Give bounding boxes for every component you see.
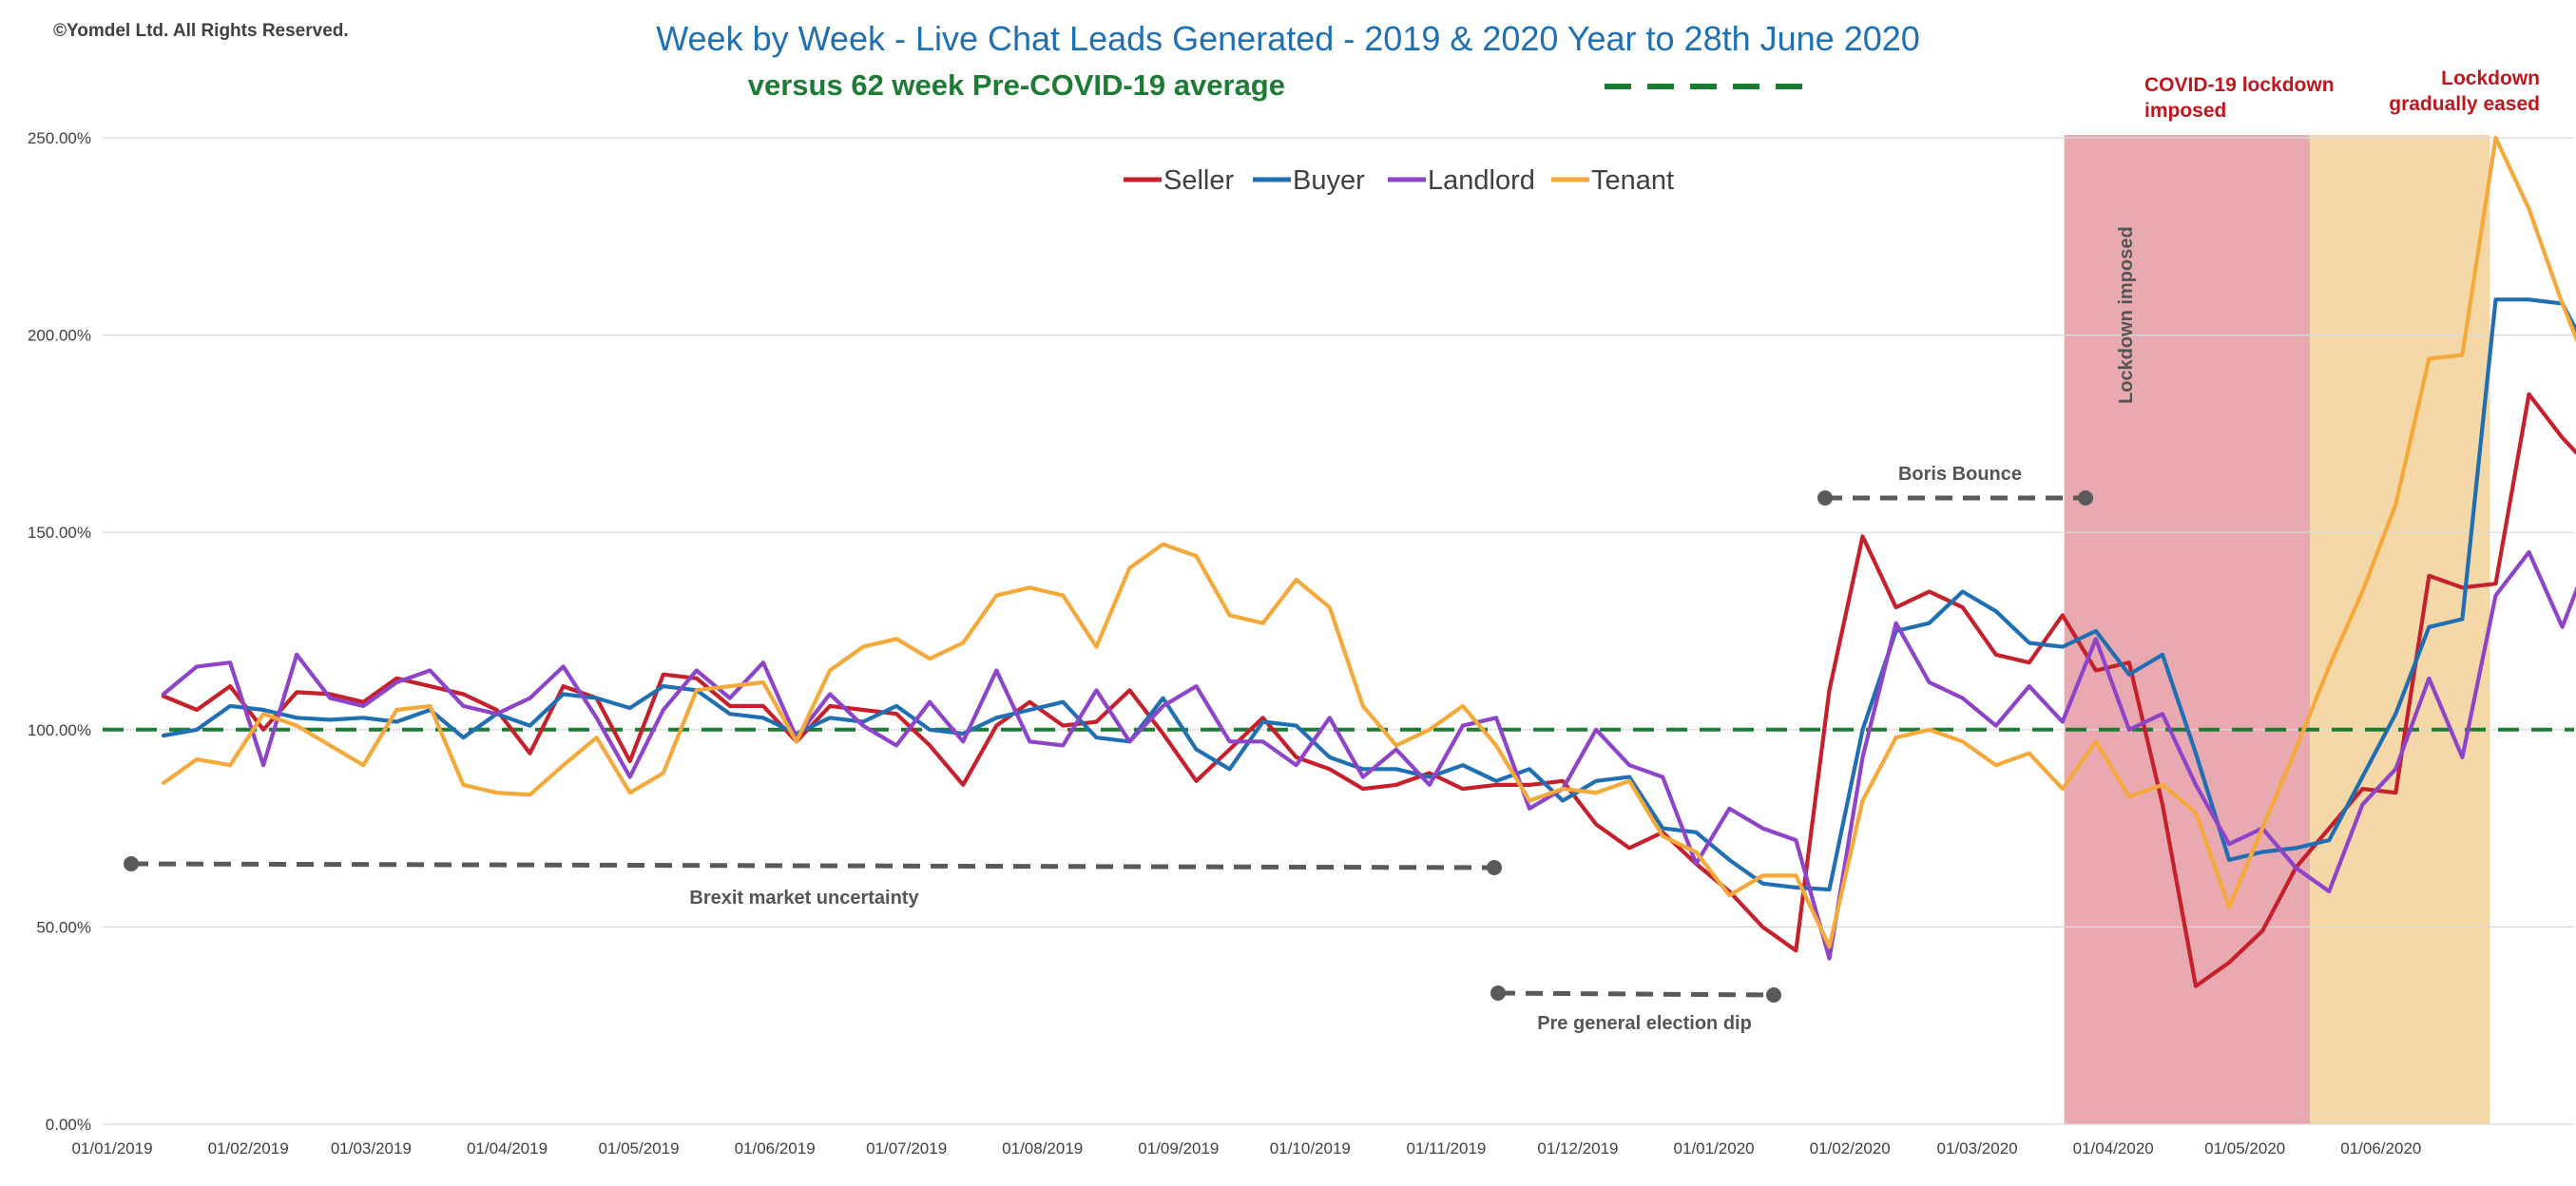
series-line-landlord — [161, 549, 2576, 961]
annotation-line-0 — [130, 861, 1495, 870]
annotation-line-1 — [1497, 990, 1775, 998]
x-tick-label: 01/12/2019 — [1537, 1139, 1618, 1157]
annotation-label: Pre general election dip — [1537, 1013, 1752, 1034]
x-tick-label: 01/03/2020 — [1937, 1139, 2018, 1157]
region-label-lockdown: COVID-19 lockdown — [2144, 74, 2335, 96]
series-line-buyer — [161, 297, 2576, 892]
region-label-eased-2: gradually eased — [2389, 93, 2540, 115]
series-line-seller — [161, 392, 2576, 988]
annotation-label: Brexit market uncertainty — [689, 888, 919, 909]
x-tick-label: 01/04/2019 — [467, 1139, 548, 1157]
annotation-lockdown-vertical: Lockdown imposed — [2116, 226, 2137, 404]
y-axis-ticks: 0.00% 50.00% 100.00% 150.00% 200.00% 250.00% — [28, 129, 91, 1134]
y-tick-label: 150.00% — [28, 524, 91, 542]
x-tick-label: 01/01/2020 — [1674, 1139, 1755, 1157]
x-tick-label: 01/06/2020 — [2340, 1139, 2421, 1157]
x-tick-label: 01/01/2019 — [71, 1139, 152, 1157]
y-tick-label: 200.00% — [28, 327, 91, 345]
legend-label-tenant: Tenant — [1591, 165, 1674, 196]
legend-label-buyer: Buyer — [1293, 165, 1365, 196]
x-axis-ticks: 01/01/2019 01/02/2019 01/03/2019 01/04/2019… — [71, 1139, 2421, 1157]
x-tick-label: 01/05/2019 — [598, 1139, 679, 1157]
annotation-dot-end — [2078, 490, 2093, 506]
legend-label-landlord: Landlord — [1428, 165, 1535, 196]
x-tick-label: 01/10/2019 — [1270, 1139, 1351, 1157]
x-tick-label: 01/06/2019 — [735, 1139, 816, 1157]
x-tick-label: 01/07/2019 — [866, 1139, 947, 1157]
series-lines — [161, 135, 2576, 988]
annotation-dot-start — [1817, 490, 1833, 506]
annotation-dot-end — [1487, 860, 1502, 875]
annotation-label: Boris Bounce — [1898, 464, 2022, 485]
x-tick-label: 01/09/2019 — [1138, 1139, 1219, 1157]
y-tick-label: 250.00% — [28, 129, 91, 147]
x-tick-label: 01/08/2019 — [1002, 1139, 1083, 1157]
x-tick-label: 01/11/2019 — [1407, 1139, 1487, 1157]
annotations: Brexit market uncertainty Pre general ele… — [124, 226, 2137, 1034]
region-label-lockdown-2: imposed — [2144, 100, 2226, 122]
x-tick-label: 01/05/2020 — [2204, 1139, 2285, 1157]
annotation-dot-end — [1766, 987, 1781, 1003]
copyright-text: ©Yomdel Ltd. All Rights Reserved. — [53, 21, 349, 41]
x-tick-label: 01/03/2019 — [331, 1139, 412, 1157]
chart-title: Week by Week - Live Chat Leads Generated… — [656, 19, 1920, 58]
shaded-regions — [2064, 135, 2490, 1124]
legend: Seller Buyer Landlord Tenant — [1124, 165, 1674, 196]
shaded-region-1 — [2310, 135, 2490, 1124]
y-tick-label: 0.00% — [46, 1116, 91, 1134]
shaded-region-0 — [2064, 135, 2311, 1124]
region-label-eased: Lockdown — [2441, 67, 2540, 89]
series-line-tenant — [161, 135, 2576, 949]
y-tick-label: 50.00% — [36, 918, 91, 936]
x-tick-label: 01/02/2019 — [208, 1139, 289, 1157]
y-tick-label: 100.00% — [28, 721, 91, 739]
annotation-dot-start — [1490, 985, 1506, 1001]
x-tick-label: 01/04/2020 — [2073, 1139, 2154, 1157]
region-labels: COVID-19 lockdown imposed Lockdown graduall… — [2144, 67, 2540, 122]
annotation-dot-start — [124, 856, 139, 871]
x-tick-label: 01/02/2020 — [1810, 1139, 1891, 1157]
chart-subtitle: versus 62 week Pre-COVID-19 average — [748, 68, 1285, 102]
legend-label-seller: Seller — [1163, 165, 1234, 196]
